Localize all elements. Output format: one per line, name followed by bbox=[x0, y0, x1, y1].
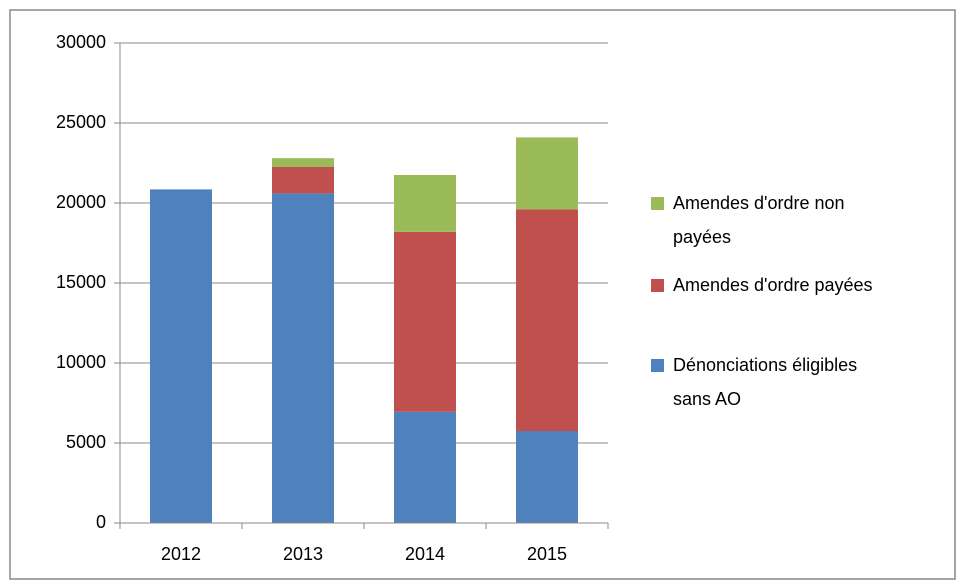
bar-segment bbox=[516, 137, 578, 210]
legend-swatch bbox=[651, 359, 664, 372]
bar-segment bbox=[272, 158, 334, 167]
legend-swatch bbox=[651, 197, 664, 210]
legend-label: Amendes d'ordre non payées bbox=[673, 193, 845, 247]
bar-segment bbox=[394, 231, 456, 412]
legend-label: Amendes d'ordre payées bbox=[673, 275, 873, 295]
x-tick-label: 2013 bbox=[283, 544, 323, 564]
y-tick-label: 5000 bbox=[66, 432, 106, 452]
y-tick-label: 0 bbox=[96, 512, 106, 532]
x-tick-label: 2014 bbox=[405, 544, 445, 564]
bar-segment bbox=[516, 431, 578, 523]
bar-segment bbox=[394, 175, 456, 232]
bar-segment bbox=[272, 193, 334, 523]
legend-item: Amendes d'ordre non payées bbox=[651, 186, 893, 254]
bar-segment bbox=[272, 167, 334, 194]
bar-segment bbox=[516, 209, 578, 431]
y-tick-label: 10000 bbox=[56, 352, 106, 372]
x-tick-label: 2015 bbox=[527, 544, 567, 564]
legend-label: Dénonciations éligibles sans AO bbox=[673, 355, 858, 409]
y-tick-label: 15000 bbox=[56, 272, 106, 292]
bar-segment bbox=[394, 411, 456, 523]
legend-swatch bbox=[651, 279, 664, 292]
bar-segment bbox=[150, 189, 212, 523]
x-tick-label: 2012 bbox=[161, 544, 201, 564]
y-tick-label: 20000 bbox=[56, 192, 106, 212]
legend-item: Amendes d'ordre payées bbox=[651, 268, 893, 302]
y-tick-label: 30000 bbox=[56, 32, 106, 52]
y-tick-label: 25000 bbox=[56, 112, 106, 132]
legend-item: Dénonciations éligibles sans AO bbox=[651, 348, 893, 416]
